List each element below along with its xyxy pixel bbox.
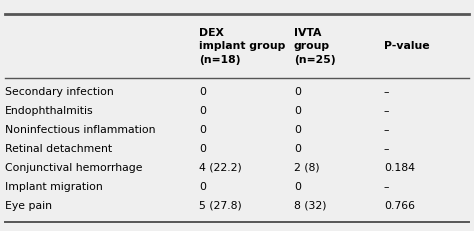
Text: 0: 0 <box>294 105 301 115</box>
Text: P-value: P-value <box>384 41 429 51</box>
Text: –: – <box>384 143 390 153</box>
Text: 0: 0 <box>199 143 206 153</box>
Text: 0: 0 <box>294 86 301 96</box>
Text: 0: 0 <box>294 124 301 134</box>
Text: 0: 0 <box>294 181 301 191</box>
Text: DEX
implant group
(n=18): DEX implant group (n=18) <box>199 28 285 64</box>
Text: –: – <box>384 105 390 115</box>
Text: Retinal detachment: Retinal detachment <box>5 143 112 153</box>
Text: 4 (22.2): 4 (22.2) <box>199 162 242 172</box>
Text: 0: 0 <box>294 143 301 153</box>
Text: Implant migration: Implant migration <box>5 181 102 191</box>
Text: 0.184: 0.184 <box>384 162 415 172</box>
Text: 2 (8): 2 (8) <box>294 162 319 172</box>
Text: Endophthalmitis: Endophthalmitis <box>5 105 93 115</box>
Text: –: – <box>384 124 390 134</box>
Text: 0: 0 <box>199 124 206 134</box>
Text: 0: 0 <box>199 86 206 96</box>
Text: –: – <box>384 86 390 96</box>
Text: Conjunctival hemorrhage: Conjunctival hemorrhage <box>5 162 142 172</box>
Text: 8 (32): 8 (32) <box>294 200 327 210</box>
Text: Eye pain: Eye pain <box>5 200 52 210</box>
Text: 5 (27.8): 5 (27.8) <box>199 200 242 210</box>
Text: IVTA
group
(n=25): IVTA group (n=25) <box>294 28 336 64</box>
Text: Secondary infection: Secondary infection <box>5 86 113 96</box>
Text: 0.766: 0.766 <box>384 200 415 210</box>
Text: Noninfectious inflammation: Noninfectious inflammation <box>5 124 155 134</box>
Text: 0: 0 <box>199 181 206 191</box>
Text: –: – <box>384 181 390 191</box>
Text: 0: 0 <box>199 105 206 115</box>
